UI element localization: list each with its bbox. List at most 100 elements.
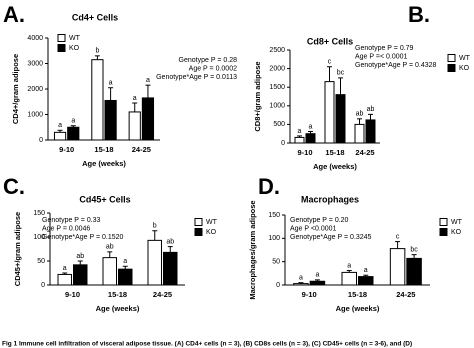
legend-label: WT [206,219,218,226]
legend-swatch [57,44,66,52]
stat-text: Genotype*Age P = 0.1520 [42,234,124,241]
significance-letter: bc [410,247,418,254]
y-tick-label: 0 [276,282,280,289]
y-tick-label: 2000 [269,65,285,72]
x-tick-label: 24-25 [355,148,374,157]
significance-letter: a [146,77,150,84]
y-tick-label: 50 [272,259,280,266]
chart-title: Macrophages [301,194,359,204]
y-tick-label: 2000 [27,86,43,93]
significance-letter: a [109,80,113,87]
significance-letter: bc [337,70,345,77]
stat-text: Genotype*Age P = 0.3245 [290,234,372,241]
stat-text: Age P =< 0.0001 [355,53,408,60]
significance-letter: a [58,122,62,129]
x-tick-label: 24-25 [153,290,172,299]
bar [118,268,133,286]
y-axis-label: CD45+/gram adipose [13,212,22,286]
bar [147,239,162,286]
bar [341,271,357,286]
significance-letter: a [364,267,368,274]
legend-swatch [194,228,203,236]
significance-letter: c [328,59,332,66]
stat-text: Age P = 0.0046 [42,225,90,232]
significance-letter: ab [106,244,114,251]
legend-label: WT [459,55,471,62]
significance-letter: b [95,48,99,55]
legend-swatch [447,64,456,72]
significance-letter: a [347,262,351,269]
bar [73,264,88,286]
y-tick-label: 4000 [27,35,43,42]
bar [406,257,422,286]
stat-text: Genotype P = 0.33 [42,217,101,224]
bar [293,283,309,286]
bar [365,119,376,144]
bar [389,248,406,286]
legend-swatch [439,228,448,236]
bar [91,59,104,141]
significance-letter: ab [166,238,174,245]
legend-swatch [57,34,66,42]
chart-title: Cd45+ Cells [79,194,130,204]
stat-text: Genotype*Age P = 0.0113 [156,74,237,81]
y-axis-label: CD8+/gram adipose [253,61,262,131]
legend-label: WT [69,35,81,42]
y-axis-label: Macrophages/gram adipose [248,200,257,299]
panel-letter: B. [408,2,430,27]
bar [102,257,117,286]
significance-letter: a [315,272,319,279]
x-axis-label: Age (weeks) [336,304,380,313]
x-tick-label: 9-10 [302,290,317,299]
y-tick-label: 50 [37,258,45,265]
y-tick-label: 0 [39,137,43,144]
y-tick-label: 150 [33,210,45,217]
x-tick-label: 9-10 [59,145,74,154]
y-tick-label: 500 [273,121,285,128]
significance-letter: b [153,223,157,230]
bar [335,94,346,144]
legend-swatch [439,218,448,226]
legend-label: KO [206,229,217,236]
significance-letter: ab [356,111,364,118]
chart-title: Cd8+ Cells [307,36,353,46]
bar [324,81,335,144]
legend-label: KO [451,229,462,236]
y-tick-label: 0 [41,282,45,289]
panel-letter: D. [258,174,280,199]
x-tick-label: 9-10 [297,148,312,157]
y-tick-label: 150 [268,212,280,219]
stat-text: Genotype P = 0.79 [355,45,414,52]
y-tick-label: 100 [33,234,45,241]
chart-title: Cd4+ Cells [72,12,118,22]
y-tick-label: 1500 [269,84,285,91]
bar [104,99,117,141]
legend-label: WT [451,219,463,226]
x-axis-label: Age (weeks) [82,159,126,168]
bar [354,123,365,144]
legend-swatch [447,54,456,62]
significance-letter: a [133,95,137,102]
bar [57,273,72,286]
y-axis-label: CD4+/gram adipose [11,54,20,124]
x-tick-label: 15-18 [348,290,367,299]
stat-text: Genotype*Age P = 0.4328 [355,62,437,69]
significance-letter: c [396,233,400,240]
significance-letter: a [299,275,303,282]
y-tick-label: 3000 [27,60,43,67]
x-tick-label: 24-25 [396,290,415,299]
significance-letter: ab [367,106,375,113]
stat-text: Genotype P = 0.28 [179,57,238,64]
stat-text: Age P <0.0001 [290,225,336,232]
legend-label: KO [69,45,80,52]
bar [309,280,326,286]
stat-text: Genotype P = 0.20 [290,217,349,224]
y-tick-label: 2500 [269,47,285,54]
x-axis-label: Age (weeks) [313,162,357,171]
x-tick-label: 15-18 [108,290,127,299]
bar [358,276,374,286]
bar [294,136,305,144]
bar [53,131,67,141]
significance-letter: a [63,265,67,272]
